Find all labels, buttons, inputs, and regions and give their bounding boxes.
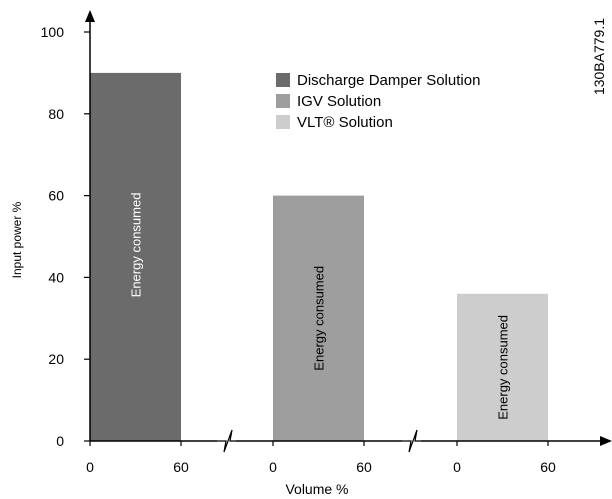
x-tick-label: 60 <box>173 459 189 475</box>
legend-label: Discharge Damper Solution <box>297 72 480 89</box>
bars: Energy consumed Energy consumed Energy con… <box>90 72 548 442</box>
axis-break-icon <box>402 429 421 453</box>
x-axis-arrow-icon <box>600 436 612 446</box>
y-tick-label: 40 <box>48 269 64 285</box>
document-id: 130BA779.1 <box>591 18 607 95</box>
y-axis-title: Input power % <box>10 201 24 278</box>
y-tick-label: 80 <box>48 106 64 122</box>
legend-swatch <box>276 115 290 129</box>
bar <box>457 293 548 441</box>
axis-break-icon <box>217 429 236 453</box>
x-tick-label: 0 <box>269 459 277 475</box>
bar <box>90 72 181 442</box>
y-tick-label: 0 <box>56 433 64 449</box>
legend-label: IGV Solution <box>297 93 381 110</box>
y-axis-arrow-icon <box>85 10 95 22</box>
y-tick-label: 60 <box>48 188 64 204</box>
x-tick-label: 60 <box>356 459 372 475</box>
x-axis-title: Volume % <box>285 481 348 497</box>
legend-swatch <box>276 94 290 108</box>
y-axis-ticks: 0 20 40 60 80 100 <box>41 24 90 449</box>
y-tick-label: 100 <box>41 24 65 40</box>
x-tick-label: 0 <box>453 459 461 475</box>
x-axis-ticks: 0 60 0 60 0 60 <box>86 441 556 475</box>
bar <box>273 195 364 441</box>
legend-label: VLT® Solution <box>297 114 393 131</box>
bar-label: Energy consumed <box>312 266 327 371</box>
legend-swatch <box>276 73 290 87</box>
y-tick-label: 20 <box>48 351 64 367</box>
x-tick-label: 0 <box>86 459 94 475</box>
bar-label: Energy consumed <box>496 315 511 420</box>
x-tick-label: 60 <box>540 459 556 475</box>
bar-label: Energy consumed <box>129 193 144 298</box>
legend: Discharge Damper Solution IGV Solution VLT… <box>276 72 480 131</box>
axes <box>85 10 612 453</box>
